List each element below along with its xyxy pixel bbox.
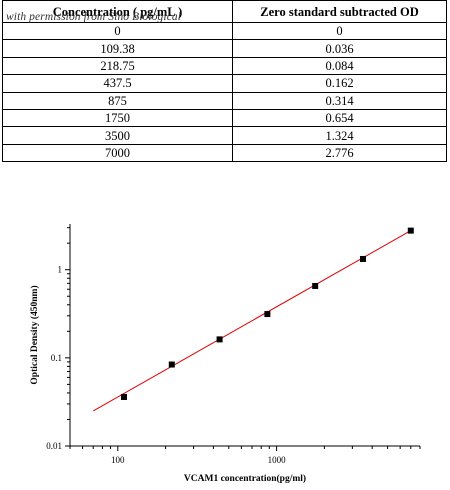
fit-line-group	[92, 230, 412, 412]
data-point	[407, 227, 414, 234]
table-row: 437.5 0.162	[2, 74, 447, 93]
data-points-group	[120, 227, 414, 400]
table-row: 7000 2.776	[2, 143, 447, 163]
data-point	[168, 361, 175, 368]
watermark-text: with permission from Sino Biological	[6, 11, 182, 23]
data-point	[120, 393, 127, 400]
table-row: 1750 0.654	[2, 108, 447, 128]
tick-labels-group: 0.01 0.1 1 100 1000	[46, 265, 286, 465]
cell-od: 2.776	[232, 143, 447, 163]
y-tick-label: 0.1	[51, 353, 62, 363]
cell-concentration: 437.5	[2, 74, 233, 93]
x-tick-label: 1000	[268, 455, 287, 465]
data-point	[359, 255, 366, 262]
data-point	[216, 336, 223, 343]
fit-line	[92, 230, 412, 412]
table-body: 0 0 109.38 0.036 218.75 0.084 437.5 0.162 875 0.3…	[2, 21, 447, 163]
chart-axes	[65, 224, 421, 451]
data-point	[264, 311, 271, 318]
y-tick-label: 0.01	[46, 441, 62, 451]
data-point	[312, 282, 319, 289]
y-tick-label: 1	[58, 265, 63, 275]
x-tick-label: 100	[111, 455, 125, 465]
standard-curve-table: Concentration ( pg/mL ) Zero standard su…	[2, 0, 447, 163]
y-axis-label: Optical Density (450nm)	[29, 285, 40, 384]
x-axis-label: VCAM1 concentration(pg/ml)	[184, 473, 306, 484]
